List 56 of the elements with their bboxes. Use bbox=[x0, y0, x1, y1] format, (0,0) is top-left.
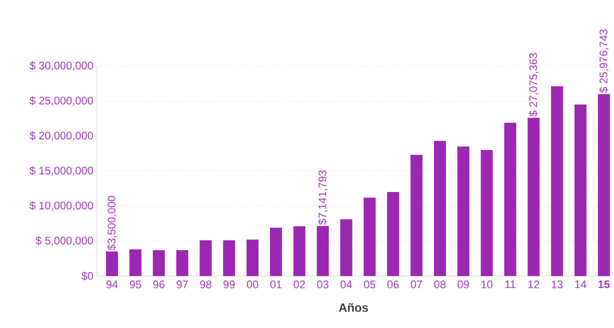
x-tick-label: 99 bbox=[224, 280, 235, 288]
bar bbox=[316, 226, 329, 276]
y-tick-label: $ 15,000,000 bbox=[30, 166, 94, 176]
y-tick-label: $ 10,000,000 bbox=[30, 201, 94, 211]
x-tick-label: 01 bbox=[270, 280, 282, 288]
x-tick-label: 12 bbox=[528, 280, 540, 288]
y-tick-label: $ 25,000,000 bbox=[30, 96, 94, 106]
bar bbox=[410, 154, 423, 276]
bar bbox=[293, 226, 306, 276]
data-label: $3,500,000 bbox=[107, 196, 117, 250]
y-tick-label: $0 bbox=[81, 272, 94, 280]
bar bbox=[340, 219, 352, 276]
bar bbox=[176, 250, 188, 276]
x-tick-label: 07 bbox=[410, 280, 422, 288]
bar bbox=[387, 192, 400, 276]
x-tick-label: 08 bbox=[434, 280, 446, 288]
x-tick-label: 00 bbox=[246, 280, 258, 288]
bar bbox=[457, 146, 470, 276]
x-tick-label: 15 bbox=[598, 280, 610, 288]
bar bbox=[551, 86, 564, 276]
annotation: $ 27,075,363 bbox=[528, 53, 538, 116]
y-tick-label: $ 5,000,000 bbox=[36, 236, 94, 246]
bar bbox=[200, 240, 212, 276]
bar bbox=[528, 118, 540, 276]
x-tick-label: 11 bbox=[505, 280, 516, 288]
bar bbox=[574, 104, 586, 276]
x-axis-title: Años bbox=[338, 303, 368, 312]
x-tick-label: 95 bbox=[130, 280, 142, 288]
x-tick-label: 94 bbox=[106, 280, 118, 288]
y-tick-label: $ 20,000,000 bbox=[30, 131, 94, 141]
x-tick-label: 03 bbox=[317, 280, 328, 288]
bar bbox=[106, 252, 118, 276]
bar bbox=[434, 140, 446, 276]
data-label: $7,141,793 bbox=[318, 170, 328, 225]
bar bbox=[364, 198, 376, 276]
bar bbox=[246, 240, 259, 276]
x-tick-label: 13 bbox=[552, 280, 563, 288]
x-tick-label: 14 bbox=[575, 280, 586, 288]
data-label: $ 25,976,743 bbox=[599, 29, 609, 93]
x-tick-label: 02 bbox=[294, 280, 305, 288]
bar bbox=[129, 249, 142, 276]
x-tick-label: 09 bbox=[458, 280, 469, 288]
bar bbox=[480, 150, 493, 276]
x-tick-label: 96 bbox=[153, 280, 164, 288]
y-tick-label: $ 30,000,000 bbox=[30, 61, 94, 71]
bar bbox=[504, 122, 516, 276]
x-tick-label: 05 bbox=[364, 280, 376, 288]
bar bbox=[270, 228, 282, 276]
x-tick-label: 97 bbox=[176, 280, 188, 288]
x-tick-label: 10 bbox=[482, 280, 492, 288]
x-tick-label: 98 bbox=[200, 280, 212, 288]
bar bbox=[152, 250, 165, 276]
x-tick-label: 04 bbox=[340, 280, 352, 288]
bar bbox=[598, 94, 610, 276]
x-tick-label: 06 bbox=[387, 280, 399, 288]
bar bbox=[223, 240, 236, 276]
